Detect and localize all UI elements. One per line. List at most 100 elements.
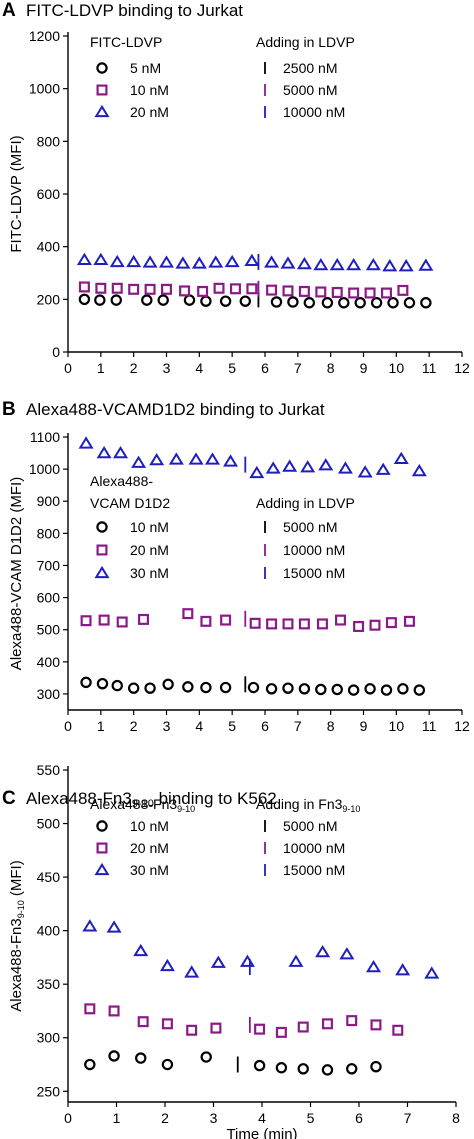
data-point <box>275 1026 287 1038</box>
data-point <box>98 614 110 626</box>
y-tick-label: 700 <box>37 557 61 573</box>
data-point <box>219 295 232 307</box>
series-square <box>80 608 415 632</box>
legend-addition-label: 15000 nM <box>283 565 345 581</box>
y-tick-label: 1200 <box>29 28 60 44</box>
data-point <box>108 1005 120 1017</box>
data-point <box>300 460 316 473</box>
legend-marker <box>94 104 110 118</box>
data-point <box>370 1019 382 1031</box>
x-tick-label: 6 <box>261 360 269 376</box>
data-point <box>346 1063 358 1075</box>
legend-addition-label: 10000 nM <box>283 840 345 856</box>
data-point <box>321 297 334 309</box>
legend-right-title: Adding in LDVP <box>256 34 355 50</box>
data-point <box>80 615 92 627</box>
data-point <box>348 287 360 299</box>
data-point <box>298 683 311 695</box>
x-tick-label: 5 <box>307 1110 315 1126</box>
data-point <box>210 955 226 968</box>
data-point <box>385 617 397 629</box>
x-tick-label: 0 <box>64 360 72 376</box>
data-point <box>397 683 409 695</box>
data-point <box>82 919 98 932</box>
data-point <box>138 613 150 625</box>
data-point <box>375 462 391 475</box>
data-point <box>78 293 91 306</box>
data-point <box>224 254 240 268</box>
data-point <box>315 944 331 958</box>
x-tick-label: 12 <box>454 360 470 376</box>
x-tick-label: 4 <box>258 1110 266 1126</box>
legend-left-title-2: VCAM D1D2 <box>90 495 170 511</box>
x-tick-label: 8 <box>452 1110 460 1126</box>
y-tick-label: 500 <box>37 622 61 638</box>
data-point <box>144 682 156 694</box>
data-point <box>239 295 251 307</box>
data-point <box>184 965 200 978</box>
y-tick-label: 0 <box>52 344 60 360</box>
panel-label: A <box>2 0 16 21</box>
legend-label: 30 nM <box>130 862 169 878</box>
data-point <box>403 297 416 309</box>
y-axis-label: FITC-LDVP (MFI) <box>8 135 25 252</box>
data-point <box>200 681 212 694</box>
data-point <box>366 959 382 973</box>
data-point <box>346 1015 358 1027</box>
legend-right-title: Adding in LDVP <box>256 495 355 511</box>
data-point <box>275 1062 288 1074</box>
x-tick-label: 10 <box>389 360 405 376</box>
data-point <box>403 615 415 627</box>
y-tick-label: 550 <box>37 762 61 778</box>
data-point <box>78 436 94 449</box>
x-tick-label: 3 <box>210 1110 218 1126</box>
data-point <box>84 1003 96 1015</box>
data-point <box>229 283 241 295</box>
data-point <box>395 963 411 976</box>
data-point <box>380 287 392 299</box>
legend-addition-label: 2500 nM <box>283 60 337 76</box>
data-point <box>370 297 383 309</box>
legend-marker <box>96 544 108 556</box>
legend-left-title: FITC-LDVP <box>90 34 162 50</box>
data-point <box>297 1063 309 1075</box>
data-point <box>200 615 212 627</box>
data-point <box>321 1018 333 1030</box>
data-point <box>197 285 209 297</box>
data-point <box>162 678 174 691</box>
legend-marker <box>94 862 110 876</box>
data-point <box>253 1059 266 1072</box>
data-point <box>339 947 355 960</box>
series-triangle <box>82 919 440 979</box>
legend-marker <box>96 62 108 74</box>
data-point <box>280 256 296 269</box>
data-point <box>337 461 353 474</box>
data-point <box>387 297 399 309</box>
data-point <box>346 257 362 271</box>
data-point <box>418 258 434 271</box>
data-point <box>127 682 140 694</box>
data-point <box>331 286 343 298</box>
panel-b: B Alexa488-VCAMD1D2 binding to Jurkat 300 4… <box>2 399 470 734</box>
data-point <box>321 1064 334 1076</box>
data-point <box>303 297 316 309</box>
data-point <box>397 284 409 296</box>
data-point <box>182 681 194 693</box>
x-tick-label: 9 <box>360 718 368 734</box>
data-point <box>157 294 169 306</box>
data-point <box>204 452 220 465</box>
series-triangle <box>76 252 434 272</box>
y-tick-label: 1000 <box>29 81 60 97</box>
data-point <box>398 259 414 272</box>
data-point <box>239 954 255 967</box>
y-tick-label: 600 <box>37 186 61 202</box>
panel-a: A FITC-LDVP binding to Jurkat020040060080… <box>2 0 470 376</box>
data-point <box>84 1058 96 1071</box>
y-tick-label: 250 <box>37 1083 61 1099</box>
data-point <box>318 458 334 471</box>
data-point <box>287 296 299 308</box>
data-point <box>297 1021 309 1033</box>
legend-label: 20 nM <box>130 542 169 558</box>
y-tick-label: 300 <box>37 686 61 702</box>
